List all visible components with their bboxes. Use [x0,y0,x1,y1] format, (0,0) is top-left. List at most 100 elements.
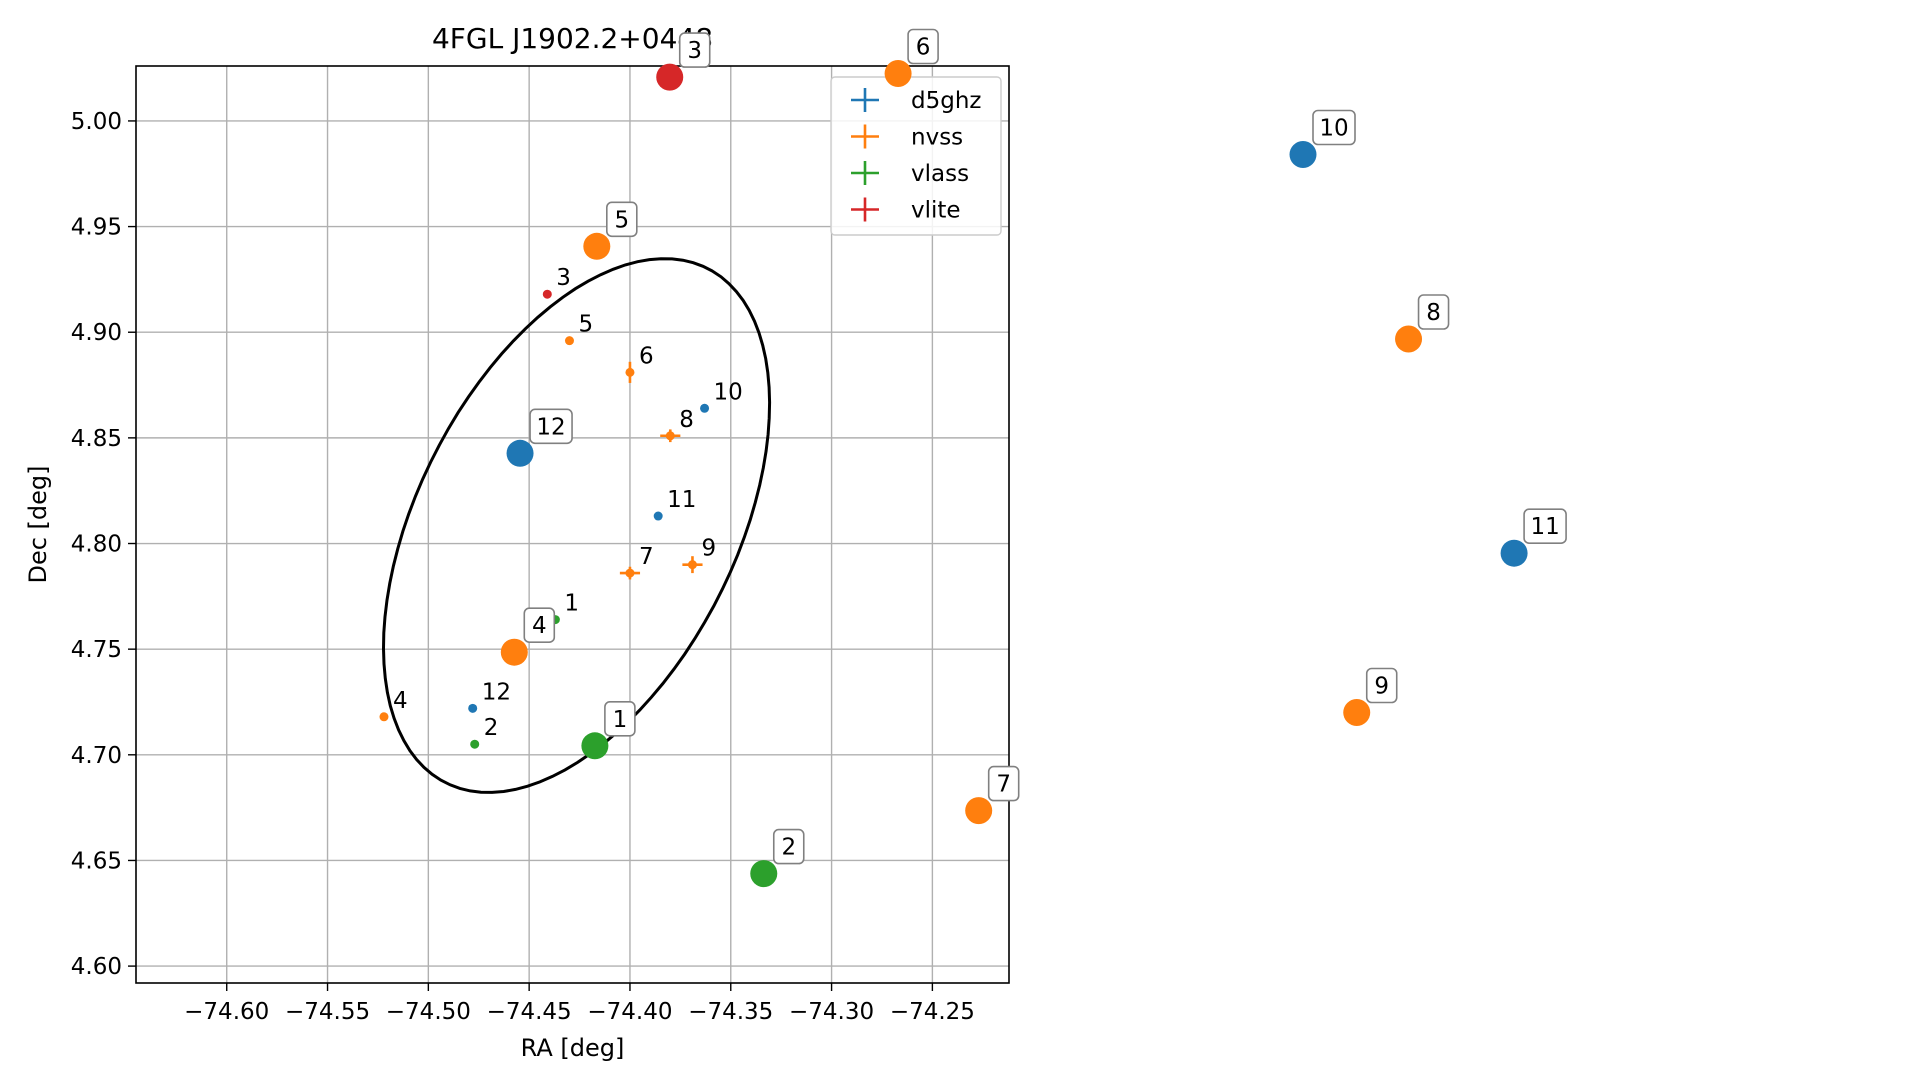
node-label-box [604,700,636,737]
node-marker [750,860,778,888]
legend-label: nvss [911,125,963,151]
node-marker [1395,325,1423,353]
node-marker [1289,141,1317,168]
y-tick-label: 4.70 [71,743,122,769]
node-1: 1 [581,700,636,760]
legend-label: d5ghz [911,88,981,114]
point-label: 9 [701,536,716,562]
y-tick-label: 4.65 [71,848,122,874]
x-tick-label: −74.25 [890,999,975,1025]
x-tick-label: −74.50 [386,999,471,1025]
y-tick-label: 4.90 [71,320,122,346]
point-vlite-3: 3 [542,265,571,299]
point-d5ghz-12: 12 [468,679,511,713]
y-tick-label: 5.00 [71,109,122,135]
marker [625,568,635,578]
x-tick-label: −74.45 [487,999,572,1025]
point-nvss-6: 6 [625,343,654,383]
point-label: 7 [639,544,654,570]
node-marker [500,638,528,666]
node-label-box [1523,508,1567,545]
node-marker [656,63,684,91]
node-3: 3 [656,32,711,91]
point-label: 8 [679,407,694,433]
y-tick-label: 4.75 [71,637,122,663]
node-label: 5 [614,207,629,233]
node-label-box [772,828,805,865]
node-2: 2 [750,828,805,888]
legend-label: vlass [911,161,969,187]
y-tick-label: 4.80 [71,532,122,558]
point-label: 10 [714,379,743,405]
legend-label: vlite [911,198,961,224]
legend-item-d5ghz: d5ghz [851,88,981,114]
node-label-box [678,32,711,68]
node-label: 8 [1426,300,1441,326]
node-label-box [529,408,573,445]
marker [665,431,675,441]
point-label: 4 [393,688,408,714]
axes-frame [135,65,1010,984]
y-tick-label: 4.85 [71,426,122,452]
node-label: 2 [781,835,796,861]
marker [379,712,389,722]
marker [468,703,478,713]
node-10: 10 [1289,109,1356,168]
point-label: 3 [556,265,571,291]
node-label-box [1312,109,1356,146]
node-9: 9 [1343,667,1398,726]
point-d5ghz-10: 10 [700,379,743,413]
chart-title: 4FGL J1902.2+0448 [432,22,713,55]
point-label: 12 [482,679,511,705]
node-label-box [907,28,939,65]
x-tick-label: −74.40 [587,999,672,1025]
legend-item-vlite: vlite [851,197,961,224]
legend-item-vlass: vlass [851,161,969,187]
legend-item-nvss: nvss [851,124,963,151]
node-8: 8 [1395,294,1450,353]
y-ticks: 4.60 4.65 4.70 4.75 4.80 4.85 4.90 4.95 5.00 [71,109,136,980]
node-12: 12 [506,408,573,467]
marker [470,739,480,749]
error-ellipse [381,257,772,794]
node-marker [965,797,993,825]
node-label: 4 [532,613,547,639]
marker [653,511,663,521]
legend: d5ghz nvss vlass vlite [830,76,1002,236]
node-7: 7 [965,765,1020,825]
x-tick-label: −74.35 [688,999,773,1025]
x-tick-label: −74.55 [285,999,370,1025]
y-tick-label: 4.60 [71,954,122,980]
point-d5ghz-11: 11 [653,487,696,521]
y-tick-label: 4.95 [71,215,122,241]
node-marker [1500,539,1528,567]
point-nvss-8: 8 [660,407,694,443]
node-label: 6 [916,35,931,61]
node-marker [583,232,611,260]
node-label-box [1365,667,1398,704]
y-axis-label: Dec [deg] [24,465,52,583]
point-label: 5 [578,312,593,338]
marker [687,560,697,570]
node-label: 7 [996,772,1011,798]
node-marker [1343,699,1371,726]
node-marker [581,732,609,760]
node-label-box [987,765,1020,802]
node-label: 9 [1374,674,1389,700]
node-marker [506,439,534,467]
node-label: 10 [1319,116,1348,142]
node-label: 11 [1530,514,1559,540]
x-ticks: −74.60 −74.55 −74.50 −74.45 −74.40 −74.35 −74.… [184,983,975,1025]
legend-box [830,76,1002,236]
x-tick-label: −74.60 [184,999,269,1025]
point-vlass-2: 2 [470,715,498,749]
node-marker [884,60,912,87]
point-label: 6 [639,343,654,369]
node-label: 12 [536,414,565,440]
node-11: 11 [1500,508,1567,567]
point-label: 1 [564,591,579,617]
